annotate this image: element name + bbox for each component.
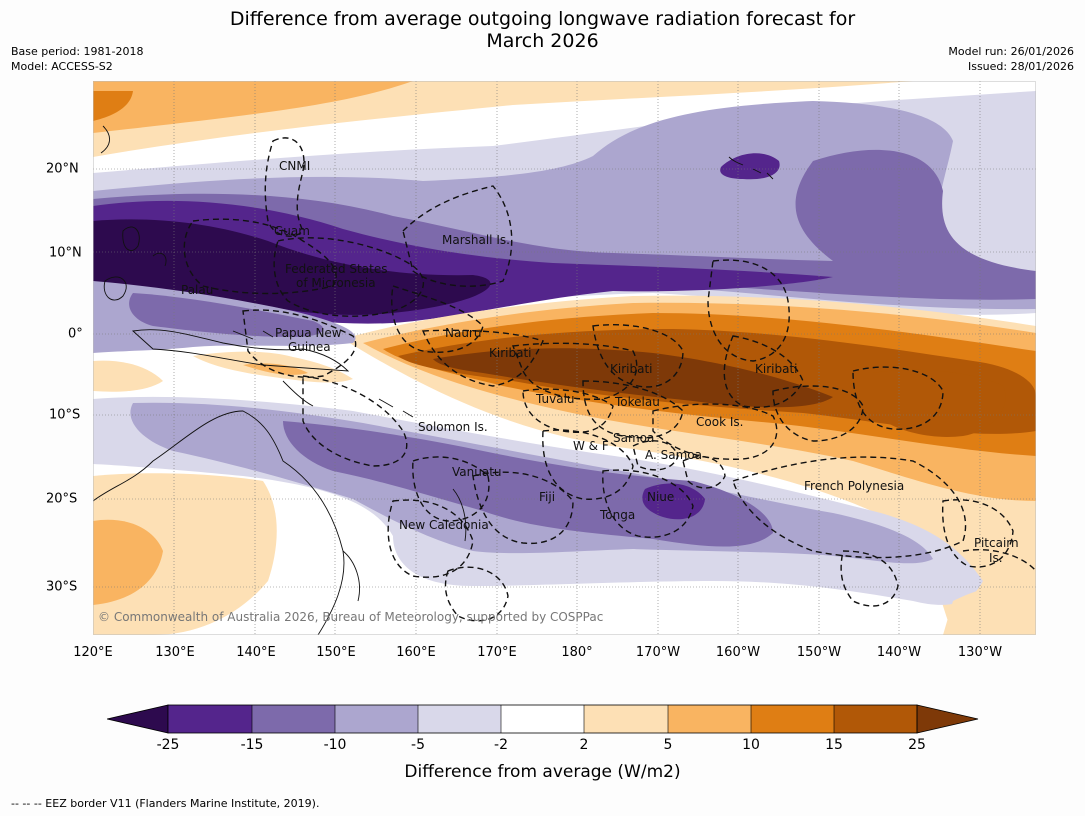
label-pitcairn-1: Pitcairn [974,536,1019,550]
anomaly-region-tropics-west-strong [129,293,324,337]
colorbar-swatch-m25-m15 [168,705,252,733]
title-line-2: March 2026 [486,30,599,52]
colorbar-title: Difference from average (W/m2) [404,762,681,782]
colorbar-swatch-2-5 [584,705,668,733]
colorbar-arrow-min [107,704,169,734]
lat-tick-0: 0° [68,326,83,342]
label-niue: Niue [647,490,674,504]
base-period: Base period: 1981-2018 [11,45,144,58]
colorbar-label-m2: -2 [494,737,508,753]
anomaly-region-png-orange-mid [243,363,308,375]
lon-tick-120e: 120°E [73,645,113,660]
label-american-samoa: A. Samoa [645,448,702,462]
label-samoa: Samoa [613,431,654,445]
eez-borders [183,137,1036,622]
anomaly-region-nw-orange-dark [93,91,133,121]
label-png-1: Papua New [275,326,342,340]
label-vanuatu: Vanuatu [452,465,502,479]
lat-tick-30s: 30°S [46,579,78,595]
anomaly-region-south-strong [283,421,773,547]
label-fiji: Fiji [539,490,555,504]
colorbar-label-m5: -5 [411,737,425,753]
lon-tick-170w: 170°W [635,645,681,660]
lon-tick-140w: 140°W [876,645,922,660]
lon-tick-130e: 130°E [155,645,195,660]
lon-tick-150w: 150°W [796,645,842,660]
issued-date: Issued: 28/01/2026 [967,60,1074,73]
colorbar-label-2: 2 [579,737,589,753]
colorbar-label-m25: -25 [156,737,180,753]
lon-tick-170e: 170°E [477,645,517,660]
colorbar-label-25: 25 [908,737,926,753]
anomaly-region-north-core [93,219,491,315]
model-name: Model: ACCESS-S2 [11,60,113,73]
anomaly-region-se-orange [943,579,1036,635]
anomaly-region-australia-orange-mid [93,519,163,605]
colorbar-swatch-15-25 [834,705,917,733]
lon-tick-140e: 140°E [236,645,276,660]
olr-anomaly-map: CNMI Guam Marshall Is. Federated States … [93,81,1036,635]
label-kiribati-2: Kiribati [610,362,652,376]
label-cnmi: CNMI [279,159,310,173]
label-guam: Guam [274,224,310,238]
lat-tick-10s: 10°S [49,407,81,423]
anomaly-region-west-orange [93,360,163,392]
colorbar-label-15: 15 [825,737,843,753]
place-labels: CNMI Guam Marshall Is. Federated States … [98,159,1019,624]
colorbar-swatch-10-15 [751,705,834,733]
meta-right: Model run: 26/01/2026 Issued: 28/01/2026 [948,44,1074,74]
label-tuvalu: Tuvalu [535,392,575,406]
label-solomon: Solomon Is. [418,420,488,434]
lon-tick-150e: 150°E [316,645,356,660]
eez-footnote: -- -- -- EEZ border V11 (Flanders Marine… [11,797,320,810]
colorbar-swatch-m2-2 [501,705,584,733]
label-palau: Palau [181,283,213,297]
meta-left: Base period: 1981-2018 Model: ACCESS-S2 [11,44,143,74]
lat-tick-20s: 20°S [46,491,78,507]
label-pitcairn-2: Is. [989,551,1003,565]
lon-tick-180: 180° [561,645,593,660]
colorbar-swatch-5-10 [668,705,751,733]
lat-tick-20n: 20°N [46,161,79,177]
colorbar-label-m10: -10 [323,737,347,753]
label-wallis: W & F [573,439,609,453]
colorbar [107,704,979,734]
label-nauru: Nauru [445,326,481,340]
colorbar-swatch-m15-m10 [252,705,335,733]
label-new-caledonia: New Caledonia [399,518,489,532]
label-tokelau: Tokelau [614,395,660,409]
coastlines [93,125,774,635]
colorbar-label-10: 10 [742,737,760,753]
lon-tick-130w: 130°W [957,645,1003,660]
anomaly-region-australia-orange [93,473,277,635]
label-fsm-2: of Micronesia [296,276,376,290]
colorbar-arrow-max [916,704,979,734]
label-fsm-1: Federated States [285,262,387,276]
chart-title: Difference from average outgoing longwav… [0,8,1085,52]
label-tonga: Tonga [599,508,635,522]
colorbar-label-5: 5 [663,737,673,753]
title-line-1: Difference from average outgoing longwav… [229,8,856,30]
colorbar-label-m15: -15 [240,737,264,753]
lon-tick-160w: 160°W [715,645,761,660]
anomaly-region-nw-orange-mid [93,81,413,133]
label-png-2: Guinea [288,340,331,354]
anomaly-region-east-core [873,369,1006,437]
model-run: Model run: 26/01/2026 [948,45,1074,58]
label-cook: Cook Is. [696,415,743,429]
lat-tick-10n: 10°N [49,245,82,261]
label-marshall: Marshall Is. [442,233,510,247]
label-kiribati-1: Kiribati [489,346,531,360]
colorbar-swatch-m5-m2 [418,705,501,733]
anomaly-region-hawaii [720,153,780,180]
label-kiribati-3: Kiribati [755,362,797,376]
colorbar-swatch-m10-m5 [335,705,418,733]
lon-tick-160e: 160°E [396,645,436,660]
copyright: © Commonwealth of Australia 2026, Bureau… [98,610,603,624]
label-french-polynesia: French Polynesia [804,479,904,493]
anomaly-region-equator-core [433,348,833,408]
